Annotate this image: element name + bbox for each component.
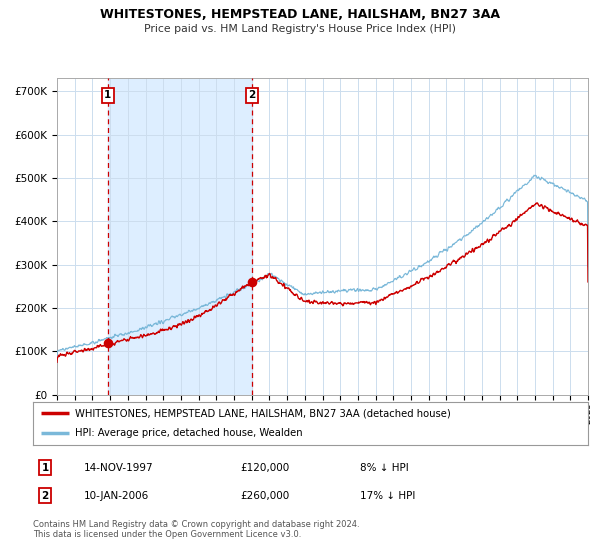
Point: [103, 338, 113, 347]
Point: [247, 278, 257, 287]
Text: 2: 2: [248, 90, 256, 100]
Bar: [108, 78, 252, 395]
Text: 14-NOV-1997: 14-NOV-1997: [84, 463, 154, 473]
Text: 8% ↓ HPI: 8% ↓ HPI: [360, 463, 409, 473]
Text: HPI: Average price, detached house, Wealden: HPI: Average price, detached house, Weal…: [74, 428, 302, 438]
Text: Contains HM Land Registry data © Crown copyright and database right 2024.
This d: Contains HM Land Registry data © Crown c…: [33, 520, 359, 539]
Text: £260,000: £260,000: [240, 491, 289, 501]
Text: 17% ↓ HPI: 17% ↓ HPI: [360, 491, 415, 501]
Text: 1: 1: [41, 463, 49, 473]
Text: 2: 2: [41, 491, 49, 501]
Text: 1: 1: [104, 90, 112, 100]
Text: WHITESTONES, HEMPSTEAD LANE, HAILSHAM, BN27 3AA: WHITESTONES, HEMPSTEAD LANE, HAILSHAM, B…: [100, 8, 500, 21]
Text: Price paid vs. HM Land Registry's House Price Index (HPI): Price paid vs. HM Land Registry's House …: [144, 24, 456, 34]
Text: £120,000: £120,000: [240, 463, 289, 473]
Text: 10-JAN-2006: 10-JAN-2006: [84, 491, 149, 501]
Text: WHITESTONES, HEMPSTEAD LANE, HAILSHAM, BN27 3AA (detached house): WHITESTONES, HEMPSTEAD LANE, HAILSHAM, B…: [74, 408, 451, 418]
